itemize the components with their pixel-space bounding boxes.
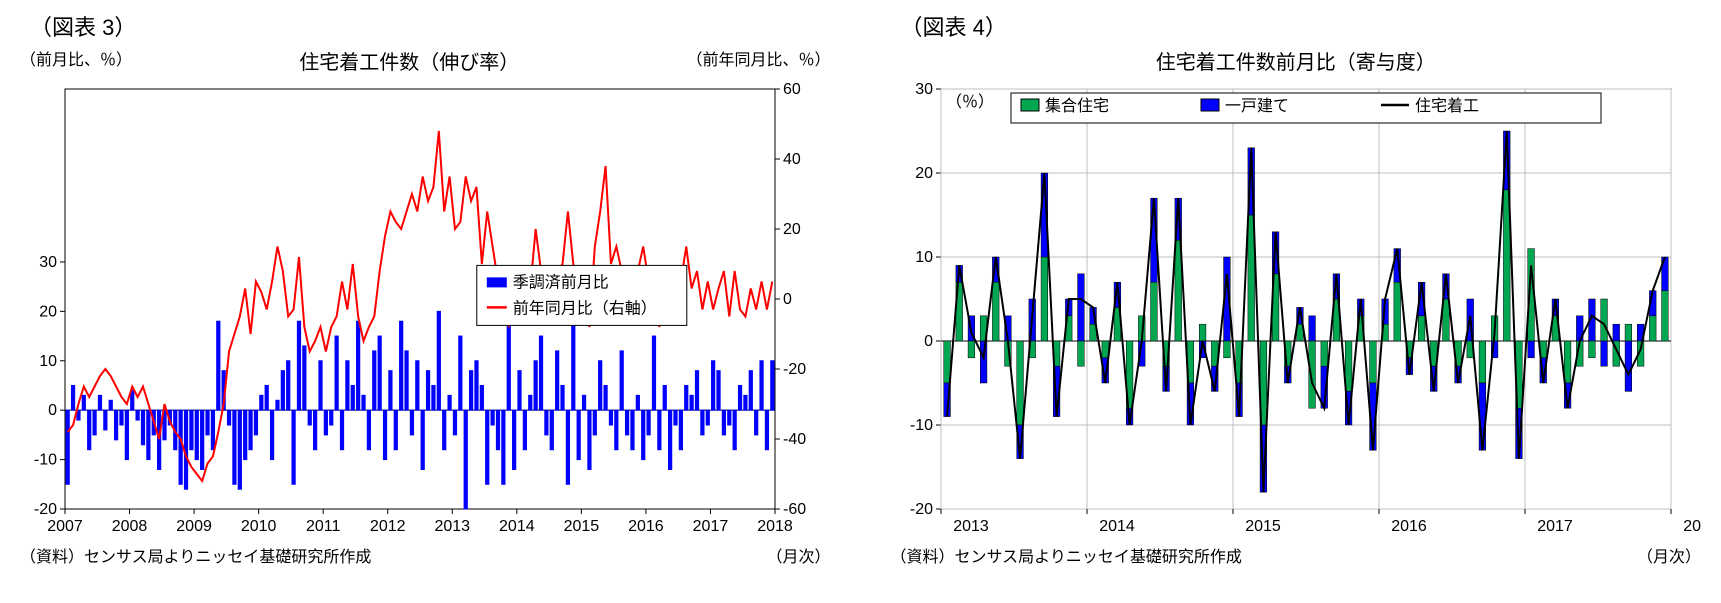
- svg-text:2015: 2015: [1245, 518, 1281, 535]
- chart4-svg: -20 -10 0 10 20 30 （％） 2013 2014 2015 2016 2017 2018…: [881, 79, 1701, 539]
- svg-text:0: 0: [924, 333, 933, 350]
- svg-text:（％）: （％）: [946, 93, 994, 111]
- svg-text:2018: 2018: [1683, 518, 1701, 535]
- svg-text:30: 30: [39, 254, 57, 271]
- svg-text:2017: 2017: [693, 518, 729, 535]
- svg-text:2008: 2008: [112, 518, 148, 535]
- chart3-xunit: （月次）: [766, 543, 830, 567]
- svg-text:集合住宅: 集合住宅: [1045, 97, 1109, 115]
- svg-text:20: 20: [915, 165, 933, 182]
- svg-text:10: 10: [915, 249, 933, 266]
- svg-text:2014: 2014: [1099, 518, 1135, 535]
- svg-text:2018: 2018: [757, 518, 793, 535]
- chart3-svg: -20 -10 0 10 20 30 -60 -40 -20 0 20 40 60 2007 2008 200…: [10, 79, 830, 539]
- svg-text:2010: 2010: [241, 518, 277, 535]
- chart3-title: 住宅着工件数（伸び率）: [132, 46, 686, 75]
- svg-text:40: 40: [783, 151, 801, 168]
- figure-4-label: （図表 4）: [881, 10, 1712, 42]
- svg-text:住宅着工: 住宅着工: [1415, 97, 1479, 115]
- svg-text:2015: 2015: [564, 518, 600, 535]
- svg-text:一戸建て: 一戸建て: [1225, 97, 1289, 115]
- figure-3-label: （図表 3）: [10, 10, 841, 42]
- chart-4-panel: （図表 4） 住宅着工件数前月比（寄与度） -20 -10 0 10 20 30 （％） 20…: [881, 10, 1712, 593]
- svg-text:2016: 2016: [628, 518, 664, 535]
- svg-text:10: 10: [39, 353, 57, 370]
- svg-text:-40: -40: [783, 431, 806, 448]
- svg-text:2017: 2017: [1537, 518, 1573, 535]
- svg-text:2016: 2016: [1391, 518, 1427, 535]
- svg-text:-20: -20: [783, 361, 806, 378]
- chart3-right-axis-label: （前年同月比、％）: [686, 46, 830, 79]
- svg-text:-20: -20: [34, 501, 57, 518]
- chart4-xunit: （月次）: [1637, 543, 1701, 567]
- svg-text:-10: -10: [34, 452, 57, 469]
- svg-text:0: 0: [783, 291, 792, 308]
- svg-text:前年同月比（右軸）: 前年同月比（右軸）: [513, 299, 657, 317]
- svg-text:2011: 2011: [306, 518, 341, 535]
- svg-text:30: 30: [915, 81, 933, 98]
- svg-text:20: 20: [783, 221, 801, 238]
- svg-text:2012: 2012: [370, 518, 406, 535]
- svg-text:2013: 2013: [953, 518, 989, 535]
- chart4-source: （資料）センサス局よりニッセイ基礎研究所作成: [891, 543, 1242, 567]
- svg-text:20: 20: [39, 303, 57, 320]
- svg-text:0: 0: [48, 402, 57, 419]
- chart3-source: （資料）センサス局よりニッセイ基礎研究所作成: [20, 543, 371, 567]
- chart3-left-axis-label: （前月比、％）: [20, 46, 132, 79]
- svg-text:-10: -10: [909, 417, 932, 434]
- svg-text:2007: 2007: [47, 518, 83, 535]
- chart-3-panel: （図表 3） （前月比、％） 住宅着工件数（伸び率） （前年同月比、％） -20…: [10, 10, 841, 593]
- svg-text:-60: -60: [783, 501, 806, 518]
- svg-text:-20: -20: [909, 501, 932, 518]
- svg-text:2014: 2014: [499, 518, 535, 535]
- chart4-title: 住宅着工件数前月比（寄与度）: [951, 46, 1642, 75]
- svg-text:60: 60: [783, 81, 801, 98]
- svg-text:2009: 2009: [176, 518, 212, 535]
- svg-text:季調済前月比: 季調済前月比: [513, 273, 609, 291]
- svg-text:2013: 2013: [434, 518, 470, 535]
